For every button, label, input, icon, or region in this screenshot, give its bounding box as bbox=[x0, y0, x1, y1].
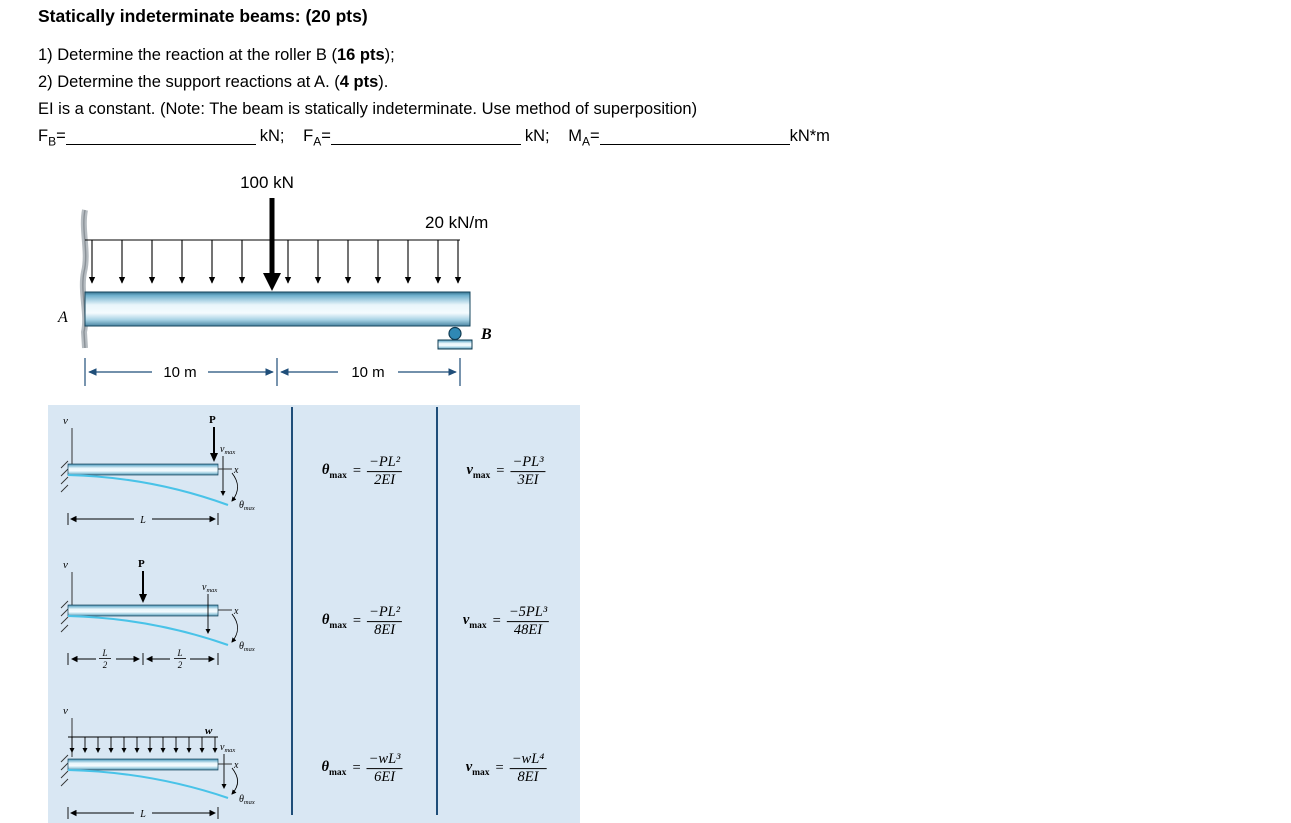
dimension bbox=[67, 653, 219, 665]
fixed-wall-support bbox=[79, 209, 89, 349]
fb-answer-blank bbox=[65, 125, 256, 145]
slope-formula-case2: θmax = −PL² 8EI bbox=[321, 604, 403, 639]
denominator: 3EI bbox=[517, 472, 539, 489]
dim-fraction-1: L 2 bbox=[99, 648, 111, 670]
table-divider-1 bbox=[291, 407, 293, 815]
svg-text:2: 2 bbox=[103, 660, 108, 670]
fa-label: FA= bbox=[303, 127, 331, 149]
deflection-curve bbox=[67, 769, 229, 799]
beam bbox=[67, 758, 219, 771]
dimension bbox=[67, 807, 219, 819]
fb-label: FB= bbox=[38, 127, 66, 149]
slope-formula-case1: θmax = −PL² 2EI bbox=[321, 454, 403, 489]
dim-fraction-2: L 2 bbox=[174, 648, 186, 670]
fixed-wall-hatch bbox=[60, 600, 69, 633]
x-axis-label: x bbox=[233, 465, 239, 476]
denominator: 48EI bbox=[513, 622, 543, 639]
deflection-formula-case3: vmax = −wL⁴ 8EI bbox=[465, 751, 547, 786]
fixed-wall-hatch bbox=[60, 460, 69, 493]
svg-text:L: L bbox=[101, 648, 107, 658]
problem-line-2: 2) Determine the support reactions at A.… bbox=[38, 73, 389, 91]
theta-max-label: θmax bbox=[239, 500, 255, 512]
numerator: −PL² bbox=[367, 454, 403, 473]
load-arrow bbox=[210, 427, 218, 462]
case2-diagram: v P vmax x θmax L 2 L bbox=[60, 558, 255, 670]
fa-answer-blank bbox=[330, 125, 521, 145]
denominator: 8EI bbox=[374, 622, 396, 639]
slope-formula-case3: θmax = −wL³ 6EI bbox=[321, 751, 403, 786]
main-beam-figure: 100 kN 20 kN/m A B 10 m 10 m bbox=[57, 173, 492, 386]
table-divider-2 bbox=[436, 407, 438, 815]
deflection-formula-case2: vmax = −5PL³ 48EI bbox=[462, 604, 550, 639]
dimension-line bbox=[84, 358, 461, 386]
dimension bbox=[67, 513, 219, 525]
point-load-label: 100 kN bbox=[240, 173, 294, 192]
deflection-curve bbox=[67, 474, 229, 506]
numerator: −wL⁴ bbox=[509, 751, 547, 770]
deflection-formula-case1: vmax = −PL³ 3EI bbox=[466, 454, 546, 489]
axis-label: v bbox=[63, 559, 68, 571]
support-b-label: B bbox=[480, 326, 492, 343]
ma-answer-blank bbox=[599, 125, 790, 145]
denominator: 2EI bbox=[374, 472, 396, 489]
load-arrow bbox=[139, 571, 147, 603]
beam bbox=[67, 463, 219, 476]
svg-text:2: 2 bbox=[178, 660, 183, 670]
answer-line: FB= kN; FA= kN; MA= kN*m bbox=[38, 123, 844, 155]
numerator: −PL² bbox=[367, 604, 403, 623]
theta-max-label: θmax bbox=[239, 641, 255, 653]
problem-line-3: EI is a constant. (Note: The beam is sta… bbox=[38, 100, 698, 118]
axis-label: v bbox=[63, 415, 68, 427]
load-label: P bbox=[209, 414, 216, 426]
numerator: −5PL³ bbox=[506, 604, 550, 623]
deflection-curve bbox=[67, 615, 229, 646]
ma-label: MA= bbox=[568, 127, 600, 149]
numerator: −wL³ bbox=[366, 751, 403, 770]
axis-label: v bbox=[63, 705, 68, 717]
load-label: w bbox=[205, 725, 213, 737]
case1-diagram: v P vmax x θmax L bbox=[60, 414, 255, 526]
ma-unit: kN*m bbox=[789, 127, 830, 145]
vmax-label: vmax bbox=[202, 582, 217, 594]
support-a-label: A bbox=[57, 309, 68, 326]
dim-right-label: 10 m bbox=[351, 364, 384, 381]
fb-unit: kN; bbox=[259, 127, 285, 145]
problem-statement: Statically indeterminate beams: (20 pts)… bbox=[38, 6, 844, 155]
fa-unit: kN; bbox=[524, 127, 550, 145]
denominator: 8EI bbox=[517, 769, 539, 786]
beam bbox=[67, 604, 219, 617]
dim-label: L bbox=[139, 515, 146, 526]
point-load-arrow bbox=[263, 198, 281, 291]
dim-label: L bbox=[139, 809, 146, 820]
beam bbox=[84, 291, 471, 327]
vmax-label: vmax bbox=[220, 444, 235, 456]
page-title: Statically indeterminate beams: (20 pts) bbox=[38, 6, 368, 26]
theta-max-label: θmax bbox=[239, 794, 255, 806]
problem-line-1: 1) Determine the reaction at the roller … bbox=[38, 46, 395, 64]
reference-table: v P vmax x θmax L v bbox=[48, 405, 580, 823]
case3-diagram: v w vmax x θmax L bbox=[60, 705, 255, 820]
x-axis-label: x bbox=[233, 760, 239, 771]
uniform-load bbox=[68, 736, 218, 753]
svg-text:L: L bbox=[176, 648, 182, 658]
x-axis-label: x bbox=[233, 606, 239, 617]
denominator: 6EI bbox=[374, 769, 396, 786]
fixed-wall-hatch bbox=[60, 754, 69, 787]
numerator: −PL³ bbox=[510, 454, 546, 473]
load-label: P bbox=[138, 558, 145, 570]
dim-left-label: 10 m bbox=[163, 364, 196, 381]
distributed-load-label: 20 kN/m bbox=[425, 213, 488, 232]
vmax-label: vmax bbox=[220, 742, 235, 754]
roller-support bbox=[437, 326, 473, 350]
